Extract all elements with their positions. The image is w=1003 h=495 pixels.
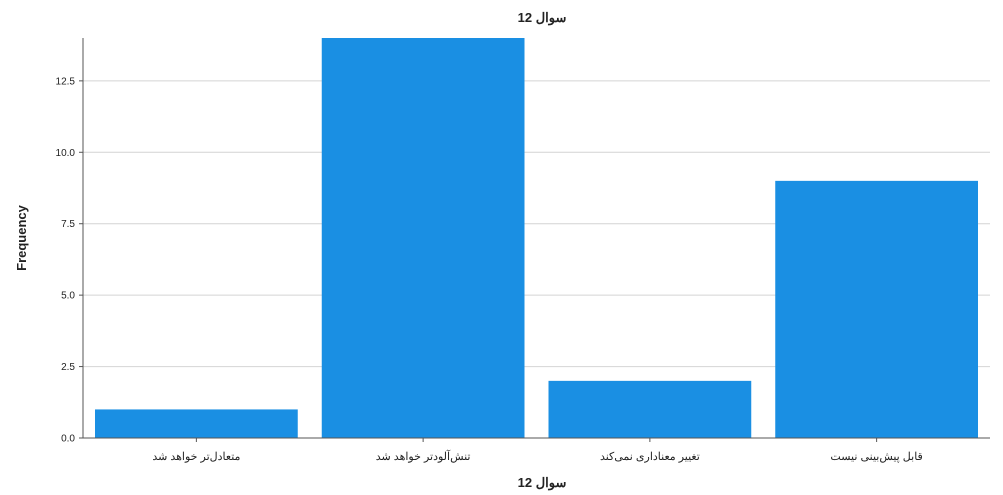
y-tick-label: 7.5 [61, 219, 75, 230]
x-category-label: قابل پیش‌بینی نیست [830, 451, 922, 463]
bar [95, 409, 298, 438]
y-tick-label: 10.0 [56, 148, 76, 159]
x-category-label: تنش‌آلودتر خواهد شد [376, 450, 471, 463]
chart-title: سوال 12 [518, 10, 567, 26]
y-tick-label: 5.0 [61, 291, 75, 302]
y-tick-label: 2.5 [61, 362, 75, 373]
x-category-label: تغییر معناداری نمی‌کند [600, 451, 700, 463]
y-tick-label: 12.5 [56, 76, 76, 87]
y-tick-labels: 0.0 2.5 5.0 7.5 10.0 12.5 [56, 76, 83, 445]
y-tick-label: 0.0 [61, 434, 75, 445]
bar [775, 180, 978, 438]
y-axis-label: Frequency [14, 204, 29, 271]
bar [321, 38, 525, 438]
bar [548, 380, 752, 438]
x-category-label: متعادل‌تر خواهد شد [152, 451, 240, 463]
bars [95, 38, 978, 438]
x-axis-label: سوال 12 [518, 475, 567, 491]
x-tick-labels: متعادل‌تر خواهد شد تنش‌آلودتر خواهد شد تغی… [152, 438, 923, 463]
